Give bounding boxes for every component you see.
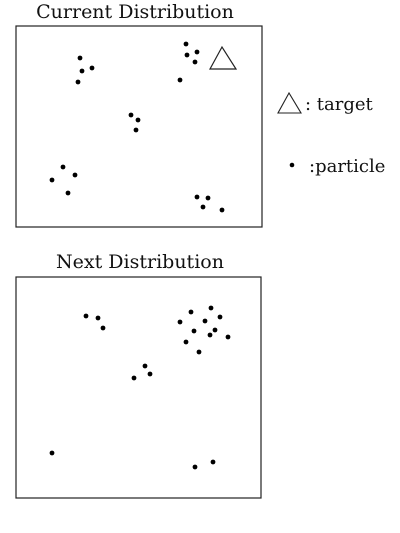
particle-dot bbox=[75, 79, 81, 85]
particle-dot bbox=[77, 55, 83, 61]
legend-particle-label: :particle bbox=[309, 156, 385, 177]
particle-dot bbox=[177, 319, 183, 325]
particle-dot bbox=[133, 127, 139, 133]
current-distribution-panel: Current Distribution bbox=[15, 1, 263, 228]
particle-dot bbox=[207, 332, 213, 338]
particle-dot bbox=[194, 49, 200, 55]
current-distribution-frame bbox=[15, 25, 263, 228]
particle-dot bbox=[72, 172, 78, 178]
particle-dot bbox=[196, 349, 202, 355]
legend-target-label: : target bbox=[305, 94, 374, 115]
next-distribution-title: Next Distribution bbox=[56, 251, 224, 273]
particle-dot bbox=[95, 315, 101, 321]
legend-target-icon bbox=[277, 91, 302, 114]
next-distribution-frame bbox=[15, 276, 262, 499]
particle-dot bbox=[128, 112, 134, 118]
particle-dot bbox=[183, 339, 189, 345]
legend: : target :particle bbox=[277, 91, 385, 177]
particle-dot bbox=[100, 325, 106, 331]
particle-dot bbox=[205, 195, 211, 201]
particle-dot bbox=[49, 177, 55, 183]
particle-dot bbox=[147, 371, 153, 377]
particle-dot bbox=[183, 41, 189, 47]
particle-dot bbox=[65, 190, 71, 196]
target-triangle-icon bbox=[208, 45, 238, 70]
particle-dot bbox=[83, 313, 89, 319]
particle-dot bbox=[192, 59, 198, 65]
particle-dot bbox=[219, 207, 225, 213]
next-distribution-panel: Next Distribution bbox=[15, 251, 262, 499]
particle-dot bbox=[192, 464, 198, 470]
particle-dot bbox=[79, 68, 85, 74]
particle-dot bbox=[200, 204, 206, 210]
particle-dot bbox=[142, 363, 148, 369]
particle-dot bbox=[212, 327, 218, 333]
particle-dot bbox=[177, 77, 183, 83]
particle-dot bbox=[188, 309, 194, 315]
current-particles bbox=[49, 41, 225, 213]
particle-dot bbox=[210, 459, 216, 465]
particle-dot bbox=[135, 117, 141, 123]
particle-dot bbox=[225, 334, 231, 340]
particle-dot bbox=[131, 375, 137, 381]
particle-dot bbox=[89, 65, 95, 71]
particle-dot bbox=[217, 314, 223, 320]
particle-dot bbox=[194, 194, 200, 200]
next-particles bbox=[49, 305, 231, 470]
particle-dot bbox=[202, 318, 208, 324]
particle-dot bbox=[60, 164, 66, 170]
particle-dot bbox=[191, 328, 197, 334]
particle-dot bbox=[208, 305, 214, 311]
current-distribution-title: Current Distribution bbox=[36, 1, 234, 23]
particle-dot bbox=[49, 450, 55, 456]
legend-particle-icon bbox=[289, 162, 295, 168]
particle-dot bbox=[184, 52, 190, 58]
